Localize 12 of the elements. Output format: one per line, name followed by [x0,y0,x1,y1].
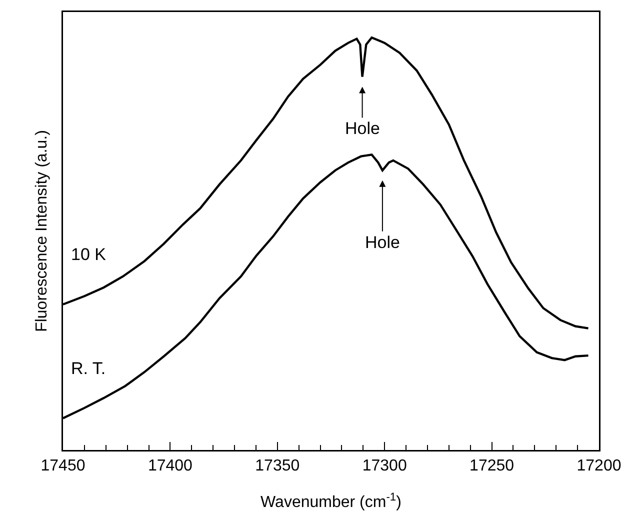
x-tick-label: 17300 [362,458,407,475]
x-tick-label: 17450 [40,458,86,475]
x-tick-label: 17200 [576,458,622,475]
y-axis-title: Fluorescence Intensity (a.u.) [34,130,51,332]
x-tick-label: 17350 [255,458,300,475]
x-tick-label: 17400 [148,458,193,475]
annotation: Hole [345,119,380,138]
annotation: Hole [365,233,400,252]
series-label: 10 K [71,245,107,264]
series-label: R. T. [71,359,106,378]
x-tick-label: 17250 [470,458,514,475]
x-axis-title: Wavenumber (cm$^{-1}$) [260,491,402,512]
